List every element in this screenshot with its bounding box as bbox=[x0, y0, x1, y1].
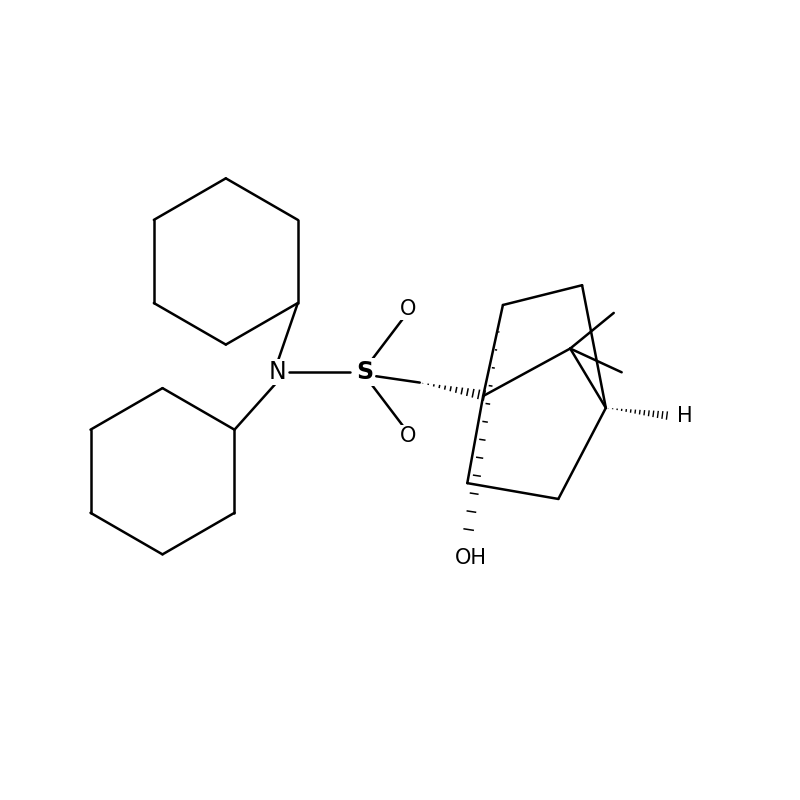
Text: OH: OH bbox=[455, 548, 487, 568]
Text: H: H bbox=[677, 406, 693, 426]
Text: O: O bbox=[400, 426, 416, 446]
Text: O: O bbox=[400, 299, 416, 319]
Text: S: S bbox=[356, 360, 373, 384]
Text: N: N bbox=[269, 360, 286, 384]
